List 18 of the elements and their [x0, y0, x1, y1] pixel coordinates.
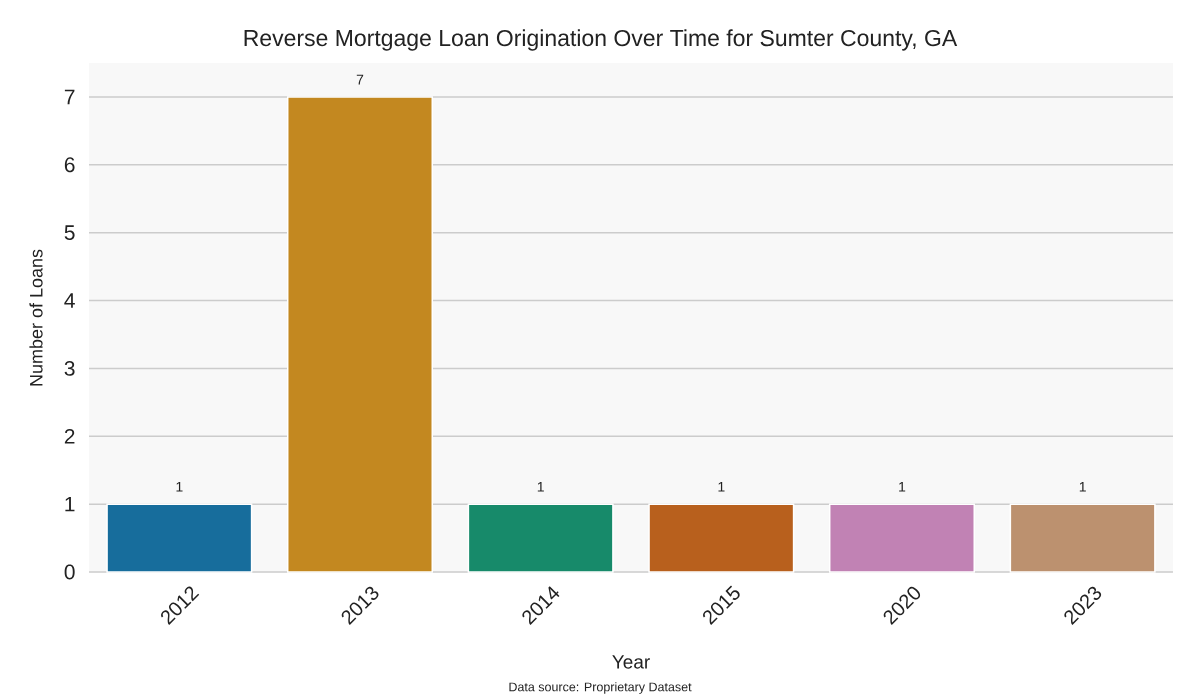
data-label: 1	[537, 481, 544, 492]
x-axis-title: Year	[612, 655, 650, 669]
y-tick-label: 7	[64, 89, 75, 105]
data-label: 1	[718, 481, 725, 492]
data-label: 7	[356, 74, 364, 85]
data-label: 1	[176, 481, 183, 492]
y-axis-title: Number of Loans	[29, 249, 43, 386]
y-tick-label: 5	[64, 225, 75, 240]
y-tick-label: 2	[64, 428, 75, 444]
chart-title: Reverse Mortgage Loan Origination Over Time for Sumter County, GA	[244, 29, 958, 51]
y-tick-label: 3	[64, 360, 75, 376]
source-note: Data source: Proprietary Dataset	[509, 682, 692, 694]
data-label: 1	[1079, 481, 1086, 492]
data-label: 1	[899, 481, 906, 492]
y-tick-label: 0	[64, 564, 75, 580]
y-tick-label: 1	[65, 496, 75, 512]
y-tick-label: 4	[64, 293, 75, 308]
y-tick-label: 6	[64, 157, 75, 173]
